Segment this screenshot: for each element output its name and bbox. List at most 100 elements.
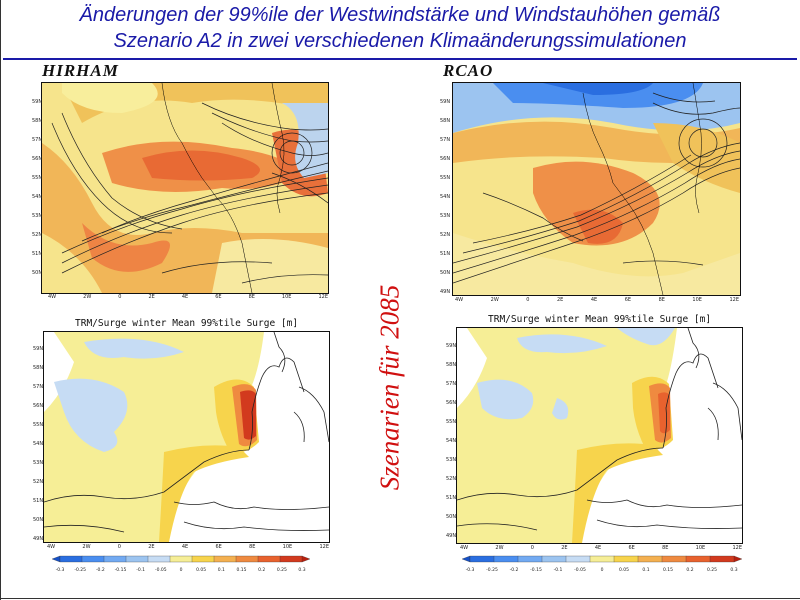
lon-tick: 2E bbox=[148, 294, 155, 300]
lat-tick: 52N bbox=[32, 232, 43, 238]
lon-tick: 4E bbox=[181, 294, 189, 300]
lat-tick: 51N bbox=[33, 498, 44, 504]
slide-bottom-border bbox=[0, 598, 800, 599]
lat-tick: 54N bbox=[446, 438, 457, 444]
rcao-wind-lon-axis: 4W 2W 0 2E 4E 6E 8E 10E 12E bbox=[455, 297, 739, 303]
colorbar-swatch bbox=[517, 555, 543, 563]
hirham-surge-map-graphic bbox=[44, 332, 329, 542]
colorbar-label: 0.05 bbox=[619, 567, 629, 573]
lat-tick: 52N bbox=[440, 232, 451, 238]
colorbar-swatch bbox=[279, 555, 303, 563]
colorbar-swatch bbox=[125, 555, 149, 563]
lon-tick: 6E bbox=[628, 545, 635, 551]
colorbar-label: 0.3 bbox=[298, 567, 305, 573]
colorbar-label: 0.15 bbox=[236, 567, 246, 573]
slide-title: Änderungen der 99%ile der Westwindstärke… bbox=[0, 2, 800, 54]
rcao-surge-title: TRM/Surge winter Mean 99%tile Surge [m] bbox=[488, 314, 712, 325]
colorbar-label: 0.2 bbox=[258, 567, 265, 573]
lat-tick: 51N bbox=[446, 495, 457, 501]
rcao-wind-map bbox=[452, 82, 741, 296]
colorbar-swatch bbox=[81, 555, 105, 563]
rcao-surge-map bbox=[456, 327, 743, 544]
colorbar-label: -0.3 bbox=[466, 567, 475, 573]
lon-tick: 4E bbox=[594, 545, 602, 551]
colorbar-swatch bbox=[589, 555, 615, 563]
colorbar-swatch bbox=[493, 555, 519, 563]
lat-tick: 55N bbox=[440, 175, 451, 181]
colorbar-swatch bbox=[169, 555, 193, 563]
colorbar-swatch bbox=[147, 555, 171, 563]
colorbar-swatch bbox=[301, 555, 310, 563]
hirham-label: HIRHAM bbox=[42, 61, 119, 80]
lon-tick: 2E bbox=[148, 544, 155, 550]
lat-tick: 53N bbox=[33, 460, 44, 466]
lon-tick: 2E bbox=[561, 545, 568, 551]
colorbar-swatch bbox=[59, 555, 83, 563]
colorbar-label: 0.15 bbox=[663, 567, 673, 573]
lat-tick: 53N bbox=[446, 457, 457, 463]
lat-tick: 59N bbox=[446, 343, 457, 349]
lat-tick: 54N bbox=[33, 441, 44, 447]
lat-tick: 52N bbox=[446, 476, 457, 482]
lon-tick: 12E bbox=[318, 294, 328, 300]
colorbar-label: -0.15 bbox=[530, 567, 542, 573]
lat-tick: 56N bbox=[440, 156, 451, 162]
lon-tick: 2W bbox=[82, 544, 91, 550]
lat-tick: 55N bbox=[33, 422, 44, 428]
hirham-wind-map-graphic bbox=[42, 83, 328, 293]
colorbar-label: 0.25 bbox=[707, 567, 717, 573]
lon-tick: 4E bbox=[181, 544, 189, 550]
hirham-surge-map bbox=[43, 331, 330, 543]
lat-tick: 54N bbox=[32, 194, 43, 200]
lon-tick: 6E bbox=[215, 544, 222, 550]
lat-tick: 59N bbox=[33, 346, 44, 352]
colorbar-swatch bbox=[661, 555, 687, 563]
hirham-surge-colorbar: -0.3 -0.25 -0.2 -0.15 -0.1 -0.05 0 0.05 0.1 0.15 0… bbox=[52, 555, 310, 573]
colorbar-swatch bbox=[52, 555, 61, 563]
rcao-label: RCAO bbox=[443, 61, 494, 80]
lon-tick: 10E bbox=[282, 544, 293, 550]
hirham-surge-title: TRM/Surge winter Mean 99%tile Surge [m] bbox=[75, 318, 299, 329]
lon-tick: 12E bbox=[319, 544, 329, 550]
title-underline bbox=[3, 58, 797, 60]
hirham-surge-lat-axis: 59N 58N 57N 56N 55N 54N 53N 52N 51N 50N … bbox=[33, 340, 43, 549]
lat-tick: 53N bbox=[440, 213, 451, 219]
rcao-surge-map-graphic bbox=[457, 328, 742, 543]
lat-tick: 52N bbox=[33, 479, 44, 485]
colorbar-swatch bbox=[257, 555, 281, 563]
colorbar-swatch bbox=[235, 555, 259, 563]
lat-tick: 56N bbox=[32, 156, 43, 162]
lat-tick: 57N bbox=[440, 137, 451, 143]
colorbar-label: 0.1 bbox=[642, 567, 649, 573]
colorbar-label: -0.05 bbox=[574, 567, 586, 573]
colorbar-label: -0.1 bbox=[136, 567, 145, 573]
lat-tick: 59N bbox=[32, 99, 43, 105]
lon-tick: 0 bbox=[117, 544, 121, 550]
colorbar-swatch bbox=[637, 555, 663, 563]
lat-tick: 55N bbox=[32, 175, 43, 181]
colorbar-swatch bbox=[462, 555, 471, 563]
lat-tick: 50N bbox=[446, 514, 457, 520]
colorbar-swatch bbox=[103, 555, 127, 563]
hirham-wind-lon-axis: 4W 2W 0 2E 4E 6E 8E 10E 12E bbox=[48, 294, 328, 300]
lat-tick: 50N bbox=[32, 270, 43, 276]
lat-tick: 49N bbox=[446, 533, 457, 539]
lat-tick: 54N bbox=[440, 194, 451, 200]
colorbar-label: 0.2 bbox=[686, 567, 693, 573]
lon-tick: 8E bbox=[658, 297, 665, 303]
lat-tick: 57N bbox=[32, 137, 43, 143]
lon-tick: 0 bbox=[118, 294, 122, 300]
colorbar-label: -0.2 bbox=[96, 567, 105, 573]
lat-tick: 49N bbox=[33, 536, 44, 542]
lat-tick: 56N bbox=[446, 400, 457, 406]
lon-tick: 8E bbox=[662, 545, 669, 551]
colorbar-label: -0.25 bbox=[486, 567, 498, 573]
lat-tick: 58N bbox=[33, 365, 44, 371]
rcao-surge-colorbar: -0.3 -0.25 -0.2 -0.15 -0.1 -0.05 0 0.05 0.1 0.15 0… bbox=[462, 555, 742, 573]
colorbar-label: -0.25 bbox=[74, 567, 86, 573]
lon-tick: 6E bbox=[624, 297, 632, 303]
lat-tick: 58N bbox=[446, 362, 457, 368]
lon-tick: 10E bbox=[281, 294, 292, 300]
colorbar-swatch bbox=[685, 555, 711, 563]
colorbar-swatch bbox=[191, 555, 215, 563]
